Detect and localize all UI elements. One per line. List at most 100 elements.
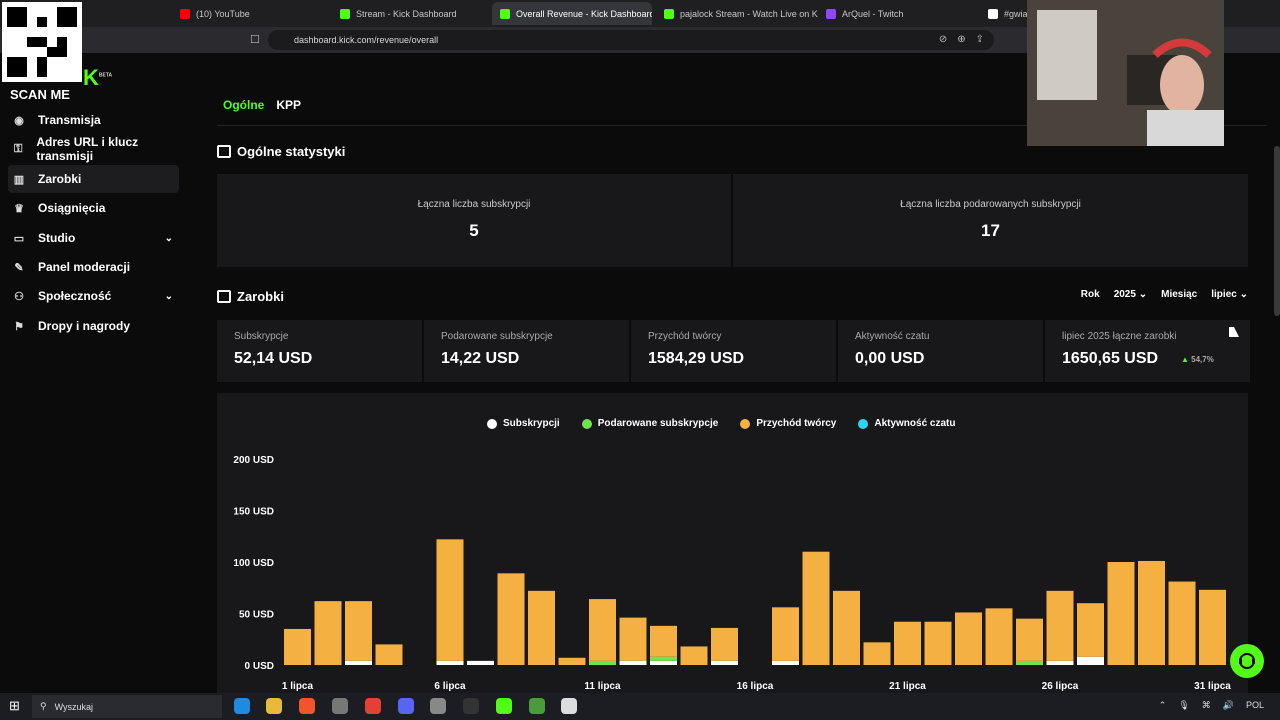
sidebar-item-label: Zarobki [38, 172, 82, 186]
sidebar-item-osiągnięcia[interactable]: ♛ Osiągnięcia [8, 194, 179, 222]
sidebar-item-studio[interactable]: ▭ Studio ⌄ [8, 224, 179, 252]
network-icon[interactable]: ⌘ [1201, 700, 1211, 710]
scan-me-label: SCAN ME [10, 87, 70, 102]
gift-icon: ⚑ [14, 320, 24, 333]
share-icon[interactable]: ⇪ [975, 34, 984, 45]
bar-gifted[interactable] [589, 660, 616, 665]
settings-icon[interactable] [430, 698, 446, 714]
bar-creator[interactable] [924, 621, 952, 665]
folder-icon[interactable] [266, 698, 282, 714]
help-chat-button[interactable] [1230, 644, 1264, 678]
sidebar-item-adres-url-i-klucz-transmisji[interactable]: ⚿ Adres URL i klucz transmisji [8, 135, 179, 163]
edge-icon[interactable] [234, 698, 250, 714]
x-tick-label: 6 lipca [434, 681, 466, 692]
brave-icon[interactable] [299, 698, 315, 714]
bar-creator[interactable] [985, 608, 1013, 665]
sidebar-item-społeczność[interactable]: ⚇ Społeczność ⌄ [8, 282, 179, 310]
chrome-icon[interactable] [365, 698, 381, 714]
bar-gifted[interactable] [1016, 660, 1043, 665]
browser-tab[interactable]: (10) YouTube [172, 2, 332, 25]
bar-creator[interactable] [375, 644, 403, 665]
bar-creator[interactable] [558, 657, 586, 665]
obs-icon[interactable] [463, 698, 479, 714]
bar-subs[interactable] [650, 660, 677, 665]
app-icon[interactable] [332, 698, 348, 714]
microphone-icon[interactable]: 🎙 [1178, 700, 1190, 710]
bar-creator[interactable] [894, 621, 921, 665]
browser-tab[interactable]: #gwiazd [980, 2, 1028, 25]
sidebar-item-panel-moderacji[interactable]: ✎ Panel moderacji [8, 253, 179, 281]
bar-creator[interactable] [1138, 560, 1165, 665]
bar-creator[interactable] [802, 551, 830, 665]
taskbar-search[interactable]: ⚲ Wyszukaj [32, 695, 222, 718]
arrow-up-icon: ▲ [1181, 355, 1189, 364]
kick-app-icon[interactable] [496, 698, 512, 714]
month-select[interactable]: lipiec ⌄ [1211, 289, 1248, 300]
bar-subs[interactable] [436, 660, 464, 665]
bar-creator[interactable] [284, 628, 311, 665]
bar-creator[interactable] [528, 590, 555, 665]
bar-creator[interactable] [1046, 590, 1074, 661]
bar-subs[interactable] [711, 660, 738, 665]
bar-creator[interactable] [436, 539, 464, 661]
bar-creator[interactable] [955, 612, 982, 665]
bar-creator[interactable] [497, 573, 525, 665]
bar-subs[interactable] [345, 660, 372, 665]
bar-subs[interactable] [1077, 656, 1104, 665]
kick-logo: KBETA [83, 65, 113, 90]
browser-tab[interactable]: Stream - Kick Dashboard [332, 2, 492, 25]
bar-creator[interactable] [1016, 618, 1043, 661]
bar-creator[interactable] [1107, 562, 1135, 665]
app-window-icon[interactable] [561, 698, 577, 714]
tab-kpp[interactable]: KPP [276, 98, 302, 112]
bar-creator[interactable] [1077, 603, 1104, 657]
bar-creator[interactable] [711, 627, 738, 661]
scrollbar[interactable] [1274, 146, 1280, 316]
tab-title: ArQuel - Twitch [842, 8, 904, 19]
bar-creator[interactable] [314, 601, 342, 665]
address-bar[interactable]: dashboard.kick.com/revenue/overall ⊘ ⊕ ⇪ [268, 30, 994, 50]
earnings-chart-svg: 200 USD 150 USD 100 USD 50 USD 0 USD 1 lipca 6… [233, 455, 1231, 692]
game-icon[interactable] [529, 698, 545, 714]
bar-subs[interactable] [1046, 660, 1074, 665]
x-tick-label: 31 lipca [1194, 681, 1231, 692]
bar-creator[interactable] [1168, 581, 1196, 665]
legend-item[interactable]: Przychód twórcy [740, 418, 836, 429]
bookmark-icon[interactable]: ☐ [250, 34, 260, 46]
language-indicator[interactable]: POL [1245, 700, 1264, 710]
sidebar-item-transmisja[interactable]: ◉ Transmisja [8, 106, 179, 134]
browser-tab[interactable]: pajalock Stream - Watch Live on Kick [656, 2, 818, 25]
webcam-overlay [1027, 0, 1224, 146]
bar-gifted[interactable] [650, 656, 677, 661]
volume-icon[interactable]: 🔊 [1222, 700, 1234, 710]
y-tick-label: 100 USD [233, 558, 274, 569]
tab-general[interactable]: Ogólne [223, 98, 265, 112]
mute-icon[interactable]: ⊘ [938, 34, 948, 45]
earnings-card-label: Subskrypcje [234, 331, 289, 342]
windows-start-icon[interactable]: ⊞ [9, 698, 20, 713]
browser-tab[interactable]: Overall Revenue - Kick Dashboard× [492, 2, 652, 25]
bar-creator[interactable] [650, 625, 677, 657]
bar-creator[interactable] [833, 590, 860, 665]
bar-creator[interactable] [863, 642, 891, 665]
bar-subs[interactable] [772, 660, 799, 665]
legend-item[interactable]: Aktywność czatu [858, 418, 955, 429]
chevron-up-icon[interactable]: ⌃ [1158, 700, 1167, 710]
earnings-card: lipiec 2025 łączne zarobki 1650,65 USD ▲ 5… [1045, 320, 1250, 382]
discord-icon[interactable] [398, 698, 414, 714]
bar-creator[interactable] [345, 601, 372, 661]
zoom-icon[interactable]: ⊕ [957, 34, 966, 45]
sidebar-item-dropy-i-nagrody[interactable]: ⚑ Dropy i nagrody [8, 312, 179, 340]
bar-creator[interactable] [619, 617, 647, 661]
browser-tab[interactable]: ArQuel - Twitch [818, 2, 978, 25]
bar-creator[interactable] [680, 646, 708, 665]
bar-creator[interactable] [1199, 589, 1226, 665]
bar-subs[interactable] [467, 660, 494, 665]
sidebar-item-zarobki[interactable]: ▥ Zarobki [8, 165, 179, 193]
legend-item[interactable]: Podarowane subskrypcje [581, 418, 718, 429]
bar-subs[interactable] [619, 660, 647, 665]
bar-creator[interactable] [772, 607, 799, 661]
bar-creator[interactable] [589, 599, 616, 661]
year-select[interactable]: 2025 ⌄ [1113, 289, 1148, 300]
legend-item[interactable]: Subskrypcji [487, 418, 560, 429]
